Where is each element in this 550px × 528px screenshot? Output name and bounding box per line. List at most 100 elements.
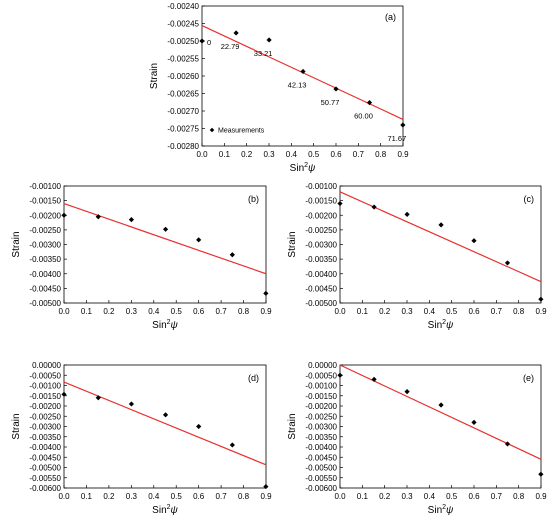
data-point bbox=[162, 412, 169, 418]
x-tick-label: 0.1 bbox=[219, 150, 231, 159]
panel-label: (a) bbox=[385, 12, 396, 22]
data-point bbox=[95, 214, 101, 220]
data-point bbox=[199, 38, 205, 44]
y-axis-title: Strain bbox=[11, 413, 22, 439]
plot-frame bbox=[339, 185, 542, 304]
y-tick-label: -0.00250 bbox=[29, 226, 61, 235]
data-point bbox=[263, 290, 269, 296]
chart-panel-1: -0.00240 -0.00245 -0.00250 -0.00255 -0.00260… bbox=[149, 2, 409, 174]
x-tick-label: 0.4 bbox=[148, 307, 160, 316]
x-tick-label: 0.3 bbox=[126, 307, 138, 316]
fit-line bbox=[339, 191, 542, 283]
x-tick-label: 0.8 bbox=[238, 492, 250, 501]
plot-frame bbox=[63, 364, 267, 489]
x-tick-label: 0.4 bbox=[424, 492, 436, 501]
x-tick-label: 0.2 bbox=[103, 492, 115, 501]
x-tick-label: 0.4 bbox=[148, 492, 160, 501]
point-annotation: 42.13 bbox=[288, 80, 307, 89]
y-tick-label: -0.00300 bbox=[29, 241, 61, 250]
y-tick-label: -0.00275 bbox=[167, 125, 199, 134]
x-tick-label: 0.0 bbox=[334, 492, 346, 501]
fit-line bbox=[63, 202, 267, 275]
panel-label: (d) bbox=[248, 373, 259, 383]
y-tick-label: -0.00300 bbox=[305, 241, 337, 250]
x-tick-label: 0.2 bbox=[379, 307, 391, 316]
x-tick-label: 0.5 bbox=[446, 307, 458, 316]
x-tick-label: 0.8 bbox=[375, 150, 387, 159]
y-tick-label: -0.00245 bbox=[167, 20, 199, 29]
y-tick-label: -0.00200 bbox=[305, 402, 337, 411]
y-tick-label: -0.00250 bbox=[29, 412, 61, 421]
chart-panel-5: 0.00000-0.00050-0.00100-0.00150-0.00200-… bbox=[287, 361, 547, 516]
x-tick-label: 0.1 bbox=[81, 307, 93, 316]
y-tick-label: -0.00450 bbox=[29, 284, 61, 293]
y-tick-label: -0.00300 bbox=[305, 423, 337, 432]
data-point bbox=[300, 68, 306, 75]
x-tick-label: 0.2 bbox=[379, 492, 391, 501]
y-tick-label: -0.00350 bbox=[29, 255, 61, 264]
x-tick-label: 0.6 bbox=[330, 150, 342, 159]
data-point bbox=[366, 100, 373, 106]
y-tick-label: -0.00550 bbox=[29, 474, 61, 483]
plot-frame bbox=[63, 185, 267, 304]
y-tick-label: -0.00350 bbox=[29, 433, 61, 442]
data-point bbox=[333, 86, 339, 92]
x-tick-label: 0.9 bbox=[397, 150, 409, 159]
chart-panel-3: -0.00100 -0.00150 -0.00200 -0.00250 -0.00300… bbox=[287, 182, 547, 331]
y-axis-title: Strain bbox=[287, 413, 298, 439]
x-tick-label: 0.5 bbox=[171, 492, 183, 501]
y-tick-label: -0.00450 bbox=[305, 453, 337, 462]
data-point bbox=[504, 260, 511, 266]
x-tick-label: 0.9 bbox=[260, 492, 272, 501]
data-point bbox=[538, 471, 544, 477]
data-point bbox=[128, 401, 135, 407]
x-tick-label: 0.2 bbox=[241, 150, 253, 159]
point-annotation: 71.67 bbox=[387, 134, 406, 143]
y-tick-label: -0.00100 bbox=[305, 382, 337, 391]
x-tick-label: 0.4 bbox=[424, 307, 436, 316]
y-axis-title: Strain bbox=[149, 63, 160, 89]
x-tick-label: 0.4 bbox=[286, 150, 298, 159]
y-tick-label: -0.00250 bbox=[167, 37, 199, 46]
y-tick-label: -0.00450 bbox=[29, 453, 61, 462]
y-tick-label: -0.00300 bbox=[29, 423, 61, 432]
y-tick-label: -0.00050 bbox=[29, 371, 61, 380]
y-tick-label: -0.00550 bbox=[305, 474, 337, 483]
y-tick-label: -0.00500 bbox=[305, 299, 337, 308]
plot-frame bbox=[201, 5, 404, 147]
data-point bbox=[233, 30, 239, 36]
y-tick-label: -0.00250 bbox=[305, 412, 337, 421]
data-point bbox=[504, 441, 511, 447]
x-tick-label: 0.3 bbox=[263, 150, 275, 159]
x-tick-label: 0.7 bbox=[491, 307, 503, 316]
y-tick-label: 0.00000 bbox=[32, 361, 61, 370]
x-tick-label: 0.7 bbox=[353, 150, 365, 159]
data-point bbox=[471, 238, 477, 244]
y-tick-label: -0.00280 bbox=[167, 142, 199, 151]
y-tick-label: -0.00400 bbox=[29, 443, 61, 452]
x-axis-title: Sin2ψ bbox=[152, 504, 178, 516]
data-point bbox=[61, 391, 67, 397]
y-tick-label: -0.00500 bbox=[305, 464, 337, 473]
y-tick-label: -0.00400 bbox=[305, 270, 337, 279]
y-tick-label: -0.00350 bbox=[305, 433, 337, 442]
y-tick-label: -0.00500 bbox=[29, 464, 61, 473]
panel-label: (e) bbox=[523, 373, 534, 383]
y-tick-label: -0.00400 bbox=[29, 270, 61, 279]
chart-panel-2: -0.00100 -0.00150 -0.00200 -0.00250 -0.00300… bbox=[11, 182, 272, 331]
data-point bbox=[229, 252, 235, 258]
data-point bbox=[337, 372, 343, 378]
y-tick-label: -0.00600 bbox=[305, 484, 337, 493]
data-point bbox=[400, 122, 406, 128]
y-tick-label: -0.00250 bbox=[305, 226, 337, 235]
x-tick-label: 0.1 bbox=[81, 492, 93, 501]
x-tick-label: 0.3 bbox=[401, 492, 413, 501]
x-tick-label: 0.7 bbox=[216, 492, 228, 501]
panel-label: (c) bbox=[524, 194, 535, 204]
y-tick-label: -0.00150 bbox=[29, 392, 61, 401]
chart-panel-4: 0.00000-0.00050-0.00100-0.00150-0.00200-… bbox=[11, 361, 272, 516]
y-tick-label: -0.00050 bbox=[305, 371, 337, 380]
x-tick-label: 0.0 bbox=[196, 150, 208, 159]
y-tick-label: -0.00260 bbox=[167, 72, 199, 81]
data-point bbox=[128, 217, 135, 223]
